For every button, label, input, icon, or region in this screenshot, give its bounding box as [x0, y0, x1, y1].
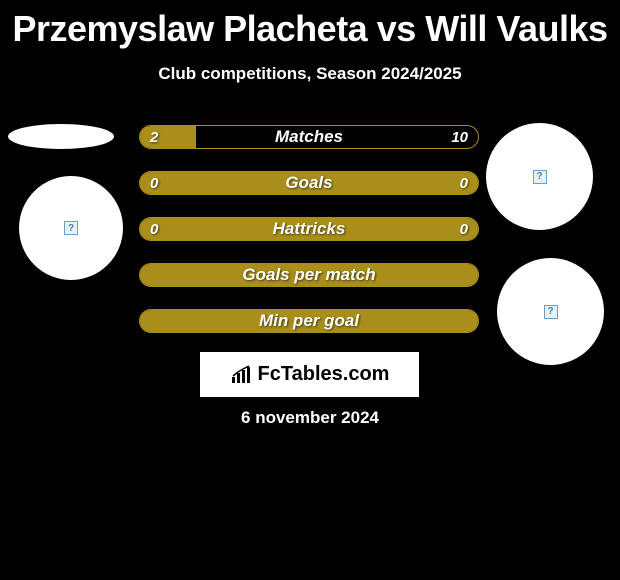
stat-bar: 00Goals [139, 171, 479, 195]
stat-label: Matches [140, 126, 478, 148]
player-right-avatar-2: ? [497, 258, 604, 365]
stat-label: Goals [140, 172, 478, 194]
stat-label: Hattricks [140, 218, 478, 240]
date-text: 6 november 2024 [0, 408, 620, 428]
stat-bar: 00Hattricks [139, 217, 479, 241]
image-placeholder-icon: ? [64, 221, 78, 235]
stat-label: Goals per match [140, 264, 478, 286]
player-right-avatar-1: ? [486, 123, 593, 230]
stat-bar: Min per goal [139, 309, 479, 333]
image-placeholder-icon: ? [533, 170, 547, 184]
stat-bar: Goals per match [139, 263, 479, 287]
chart-icon [230, 365, 254, 385]
page-title: Przemyslaw Placheta vs Will Vaulks [0, 0, 620, 50]
decorative-ellipse [8, 124, 114, 149]
stat-bar: 210Matches [139, 125, 479, 149]
subtitle: Club competitions, Season 2024/2025 [0, 64, 620, 84]
logo-text: FcTables.com [258, 363, 390, 386]
stats-bars: 210Matches 00Goals 00Hattricks Goals per ma… [139, 125, 479, 355]
player-left-avatar: ? [19, 176, 123, 280]
stat-label: Min per goal [140, 310, 478, 332]
source-logo: FcTables.com [200, 352, 419, 397]
image-placeholder-icon: ? [544, 305, 558, 319]
